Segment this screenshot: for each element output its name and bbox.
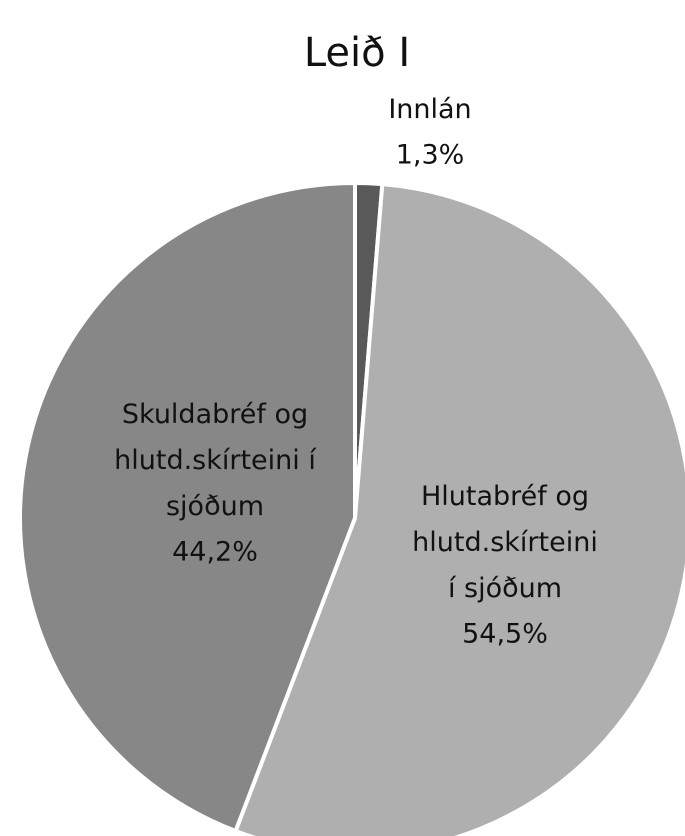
value-label: 44,2% [172, 537, 258, 568]
slice-label: Innlán [388, 94, 471, 125]
value-label: 1,3% [396, 140, 465, 171]
pie-slice [233, 181, 685, 836]
chart-title: Leið I [304, 30, 410, 76]
slice-label: Hlutabréf og hlutd.skírteini í sjóðum [412, 481, 598, 604]
pie-slice [18, 180, 357, 834]
slice-label: Skuldabréf og hlutd.skírteini í sjóðum [114, 399, 317, 522]
value-label: 54,5% [462, 619, 548, 650]
